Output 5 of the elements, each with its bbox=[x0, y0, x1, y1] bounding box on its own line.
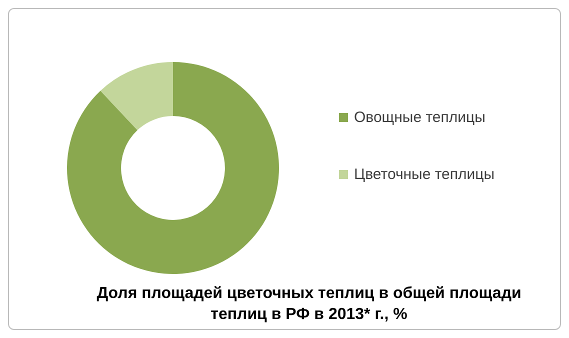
text: Доля площадей цветочных теплиц в общей площади теплиц в РФ в 2013* г., % bbox=[96, 284, 522, 325]
donut-slice bbox=[67, 62, 279, 274]
legend-label: Овощные теплицы bbox=[354, 109, 486, 126]
donut-slice bbox=[100, 62, 173, 130]
legend-label: Цветочные теплицы bbox=[354, 166, 495, 183]
